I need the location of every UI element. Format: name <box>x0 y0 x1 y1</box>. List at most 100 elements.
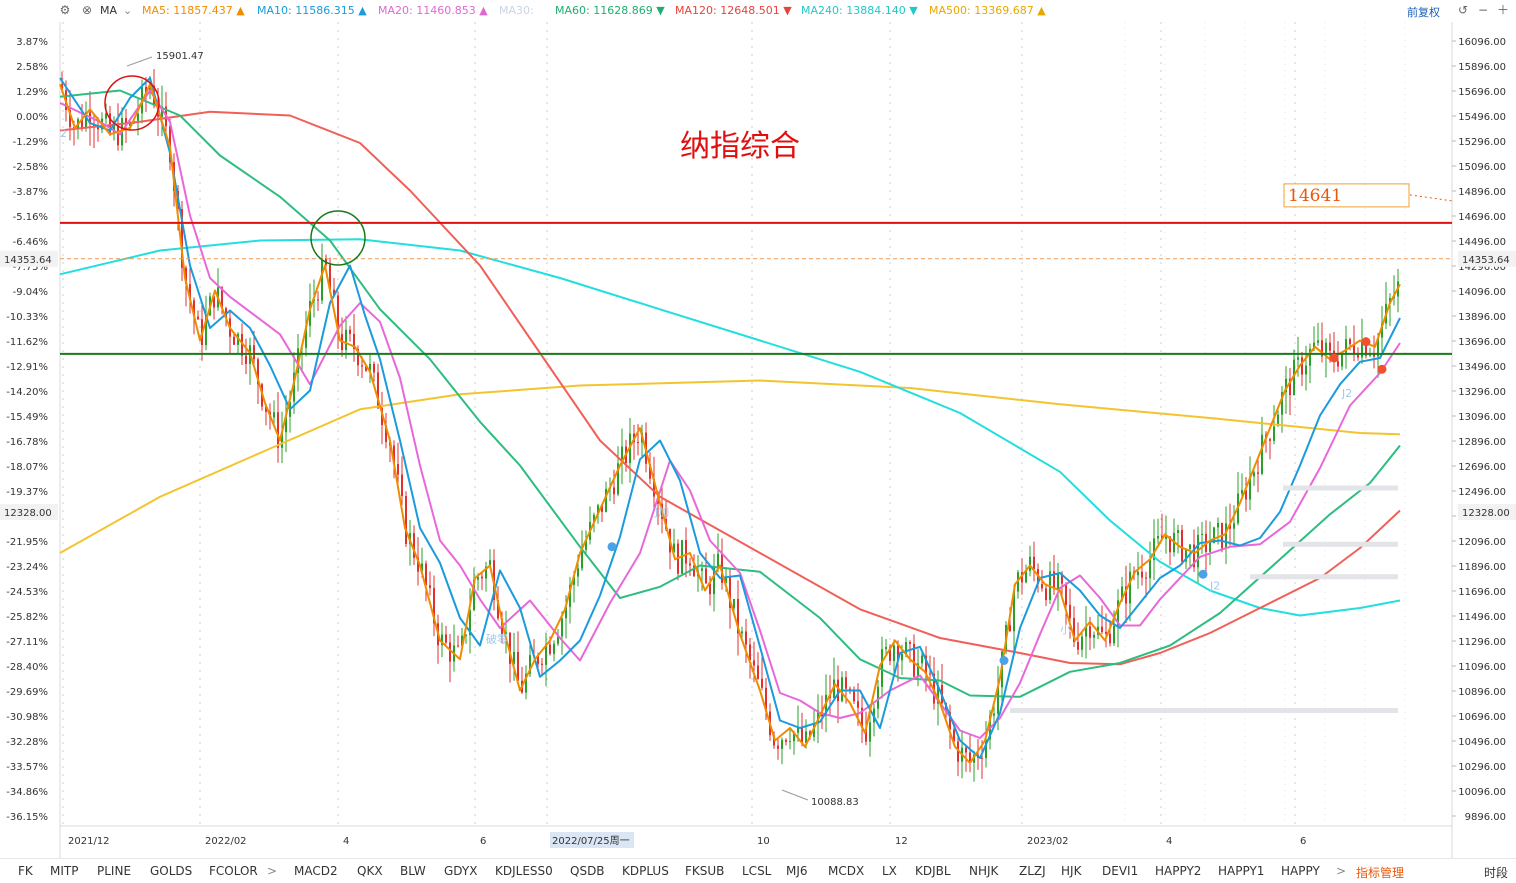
candle-body <box>485 566 487 579</box>
right-tick-label: 9896.00 <box>1465 812 1506 823</box>
candlestick-chart[interactable]: 3.87% 2.58% 1.29% 0.00% -1.29% -2.58% -3.87% -5… <box>0 22 1516 858</box>
indicator-zlzj[interactable]: ZLZJ <box>1019 864 1046 878</box>
close-icon[interactable]: ⊗ <box>81 3 93 17</box>
indicator-name[interactable]: MA <box>100 4 118 17</box>
candle-body <box>221 287 223 309</box>
candle-body <box>1061 573 1063 584</box>
candle-body <box>197 316 199 320</box>
candle-body <box>553 643 555 654</box>
legend-ma60[interactable]: MA60: 11628.869 ▼ <box>555 4 665 17</box>
right-tick-label: 13696.00 <box>1458 337 1506 348</box>
indicator-fksub[interactable]: FKSUB <box>685 864 725 878</box>
settings-icon[interactable]: ⚙ <box>59 3 71 17</box>
candle-body <box>445 634 447 643</box>
candle-body <box>497 600 499 619</box>
chevron-right-icon[interactable]: > <box>267 864 278 878</box>
indicator-lx[interactable]: LX <box>882 864 897 878</box>
indicator-mj6[interactable]: MJ6 <box>786 864 808 878</box>
candle-body <box>425 563 427 586</box>
indicator-qkx[interactable]: QKX <box>357 864 383 878</box>
indicator-fk[interactable]: FK <box>18 864 33 878</box>
chevron-down-icon[interactable]: ⌄ <box>123 4 133 17</box>
candle-body <box>1249 476 1251 500</box>
indicator-happy1[interactable]: HAPPY1 <box>1218 864 1265 878</box>
legend-ma120[interactable]: MA120: 12648.501 ▼ <box>675 4 792 17</box>
candle-body <box>1125 586 1127 604</box>
candle-body <box>689 563 691 566</box>
signal-text: J加 <box>654 506 669 519</box>
indicator-devi1[interactable]: DEVI1 <box>1102 864 1139 878</box>
candle-body <box>449 642 451 662</box>
left-tick-label: -33.57% <box>6 762 48 773</box>
candle-body <box>205 315 207 346</box>
indicator-manage-button[interactable]: 指标管理 <box>1356 866 1405 880</box>
indicator-gdyx[interactable]: GDYX <box>444 864 478 878</box>
left-tick-label: -27.11% <box>6 637 48 648</box>
candle-body <box>545 644 547 665</box>
period-button[interactable]: 时段 <box>1484 866 1509 880</box>
indicator-pline[interactable]: PLINE <box>97 864 132 878</box>
indicator-kdjless0[interactable]: KDJLESS0 <box>495 864 553 878</box>
candle-body <box>81 119 83 128</box>
candle-body <box>525 673 527 693</box>
candle-body <box>973 754 975 763</box>
legend-ma5[interactable]: MA5: 11857.437 ▲ <box>142 4 245 17</box>
candle-body <box>993 713 995 716</box>
right-axis: 16096.00 15896.00 15696.00 15496.00 15296.00… <box>1458 37 1506 823</box>
candle-body <box>357 349 359 366</box>
right-tick-label: 11896.00 <box>1458 562 1506 573</box>
indicator-happy[interactable]: HAPPY <box>1281 864 1320 878</box>
indicator-kdjbl[interactable]: KDJBL <box>915 864 951 878</box>
indicator-qsdb[interactable]: QSDB <box>570 864 605 878</box>
candle-body <box>1309 348 1311 366</box>
minimize-icon[interactable]: − <box>1477 3 1489 17</box>
legend-ma240[interactable]: MA240: 13884.140 ▼ <box>801 4 918 17</box>
indicator-kdplus[interactable]: KDPLUS <box>622 864 669 878</box>
indicator-macd2[interactable]: MACD2 <box>294 864 338 878</box>
highlight-circle-0 <box>104 75 160 131</box>
restore-icon[interactable]: ↺ <box>1457 3 1469 17</box>
indicator-fcolor[interactable]: FCOLOR <box>209 864 258 878</box>
left-tick-label: -29.69% <box>6 687 48 698</box>
candle-body <box>137 113 139 121</box>
candle-body <box>1373 354 1375 357</box>
candle-body <box>281 432 283 448</box>
candle-body <box>329 264 331 290</box>
adjust-button[interactable]: 前复权 <box>1407 6 1440 19</box>
left-tick-label: -3.87% <box>13 187 48 198</box>
ma-line-ma10 <box>59 77 1401 759</box>
candle-body <box>129 123 131 126</box>
crosshair-price-left: 12328.00 <box>4 508 52 519</box>
candle-body <box>965 747 967 753</box>
candle-body <box>797 726 799 733</box>
candle-body <box>741 631 743 634</box>
indicator-mcdx[interactable]: MCDX <box>828 864 865 878</box>
candle-body <box>541 663 543 665</box>
ma-line-ma5 <box>59 83 1401 764</box>
indicator-golds[interactable]: GOLDS <box>150 864 193 878</box>
candle-body <box>1169 536 1171 553</box>
candle-body <box>1257 472 1259 474</box>
indicator-lcsl[interactable]: LCSL <box>742 864 772 878</box>
candle-body <box>1053 571 1055 589</box>
candle-body <box>265 406 267 412</box>
candle-body <box>441 634 443 646</box>
indicator-hjk[interactable]: HJK <box>1061 864 1082 878</box>
add-icon[interactable]: ＋ <box>1496 3 1509 17</box>
right-tick-label: 15496.00 <box>1458 112 1506 123</box>
indicator-mitp[interactable]: MITP <box>50 864 79 878</box>
indicator-blw[interactable]: BLW <box>400 864 426 878</box>
chevron-right-icon[interactable]: > <box>1336 864 1347 878</box>
left-tick-label: -11.62% <box>6 337 48 348</box>
candle-body <box>673 543 675 553</box>
legend-ma30[interactable]: MA30: <box>499 4 534 17</box>
legend-ma500[interactable]: MA500: 13369.687 ▲ <box>929 4 1046 17</box>
legend-ma10[interactable]: MA10: 11586.315 ▲ <box>257 4 367 17</box>
left-tick-label: -14.20% <box>6 387 48 398</box>
indicator-nhjk[interactable]: NHJK <box>969 864 999 878</box>
candle-body <box>549 644 551 654</box>
candle-body <box>285 416 287 433</box>
right-tick-label: 11696.00 <box>1458 587 1506 598</box>
indicator-happy2[interactable]: HAPPY2 <box>1155 864 1202 878</box>
legend-ma20[interactable]: MA20: 11460.853 ▲ <box>378 4 488 17</box>
